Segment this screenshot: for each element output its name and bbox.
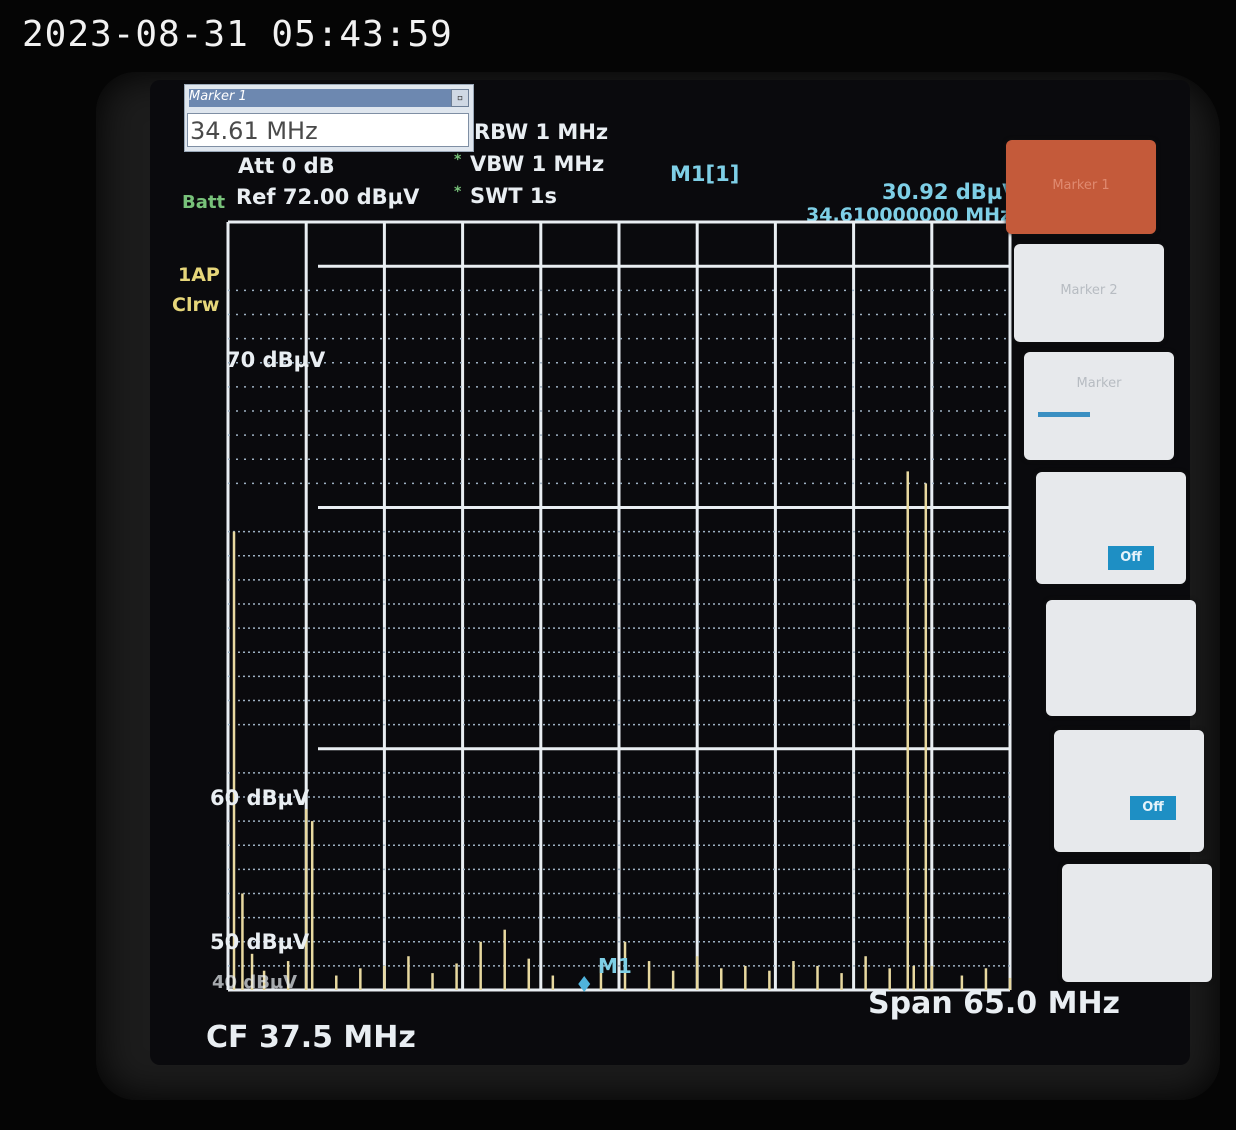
- reference-level: Ref 72.00 dBµV: [236, 185, 420, 209]
- sweep-time-setting: SWT 1s: [470, 184, 558, 208]
- vbw-coupled-icon: *: [454, 152, 462, 168]
- softkey-marker-2-label: Marker 2: [1060, 283, 1118, 299]
- attenuation-setting: Att 0 dB: [238, 154, 335, 178]
- rbw-setting: RBW 1 MHz: [474, 120, 609, 144]
- softkey-5[interactable]: [1046, 600, 1196, 716]
- softkey-6[interactable]: Off: [1054, 730, 1204, 852]
- timestamp-overlay: 2023-08-31 05:43:59: [22, 14, 453, 55]
- trace-1: [232, 471, 1012, 992]
- marker-edit-dialog[interactable]: Marker 1 ▫ 34.61 MHz: [184, 84, 474, 152]
- softkey-marker-type[interactable]: Marker: [1024, 352, 1174, 460]
- trace-mode: Clrw: [172, 294, 220, 316]
- center-frequency: CF 37.5 MHz: [206, 1020, 416, 1055]
- marker-readout-level: 30.92 dBµV: [882, 180, 1019, 204]
- softkey-marker-1[interactable]: Marker 1: [1006, 140, 1156, 234]
- swt-coupled-icon: *: [454, 184, 462, 200]
- plot-grid: [226, 220, 1012, 992]
- marker-readout-label: M1[1]: [670, 162, 740, 186]
- trace-detector: 1AP: [178, 264, 220, 286]
- softkey-7[interactable]: [1062, 864, 1212, 982]
- marker-m1-point: [578, 976, 591, 992]
- softkey-4[interactable]: Off: [1036, 472, 1186, 584]
- softkey-4-toggle[interactable]: Off: [1108, 546, 1154, 570]
- softkey-marker-type-label: Marker: [1076, 375, 1122, 391]
- y-tick-70: 70 dBµV: [226, 348, 326, 372]
- battery-indicator: Batt: [182, 192, 226, 213]
- y-tick-50: 50 dBµV: [210, 930, 310, 954]
- softkey-marker-2[interactable]: Marker 2: [1014, 244, 1164, 342]
- marker-flag[interactable]: M1: [598, 954, 632, 978]
- y-tick-40: 40 dBµV: [212, 972, 298, 993]
- vbw-setting: VBW 1 MHz: [470, 152, 605, 176]
- span: Span 65.0 MHz: [868, 986, 1121, 1021]
- y-tick-60: 60 dBµV: [210, 786, 310, 810]
- softkey-marker-1-label: Marker 1: [1052, 177, 1110, 193]
- marker-type-indicator: [1038, 412, 1090, 417]
- marker-frequency-input[interactable]: 34.61 MHz: [187, 113, 469, 147]
- softkey-6-toggle[interactable]: Off: [1130, 796, 1176, 820]
- close-icon[interactable]: ▫: [451, 89, 469, 107]
- dialog-title: Marker 1: [189, 89, 451, 107]
